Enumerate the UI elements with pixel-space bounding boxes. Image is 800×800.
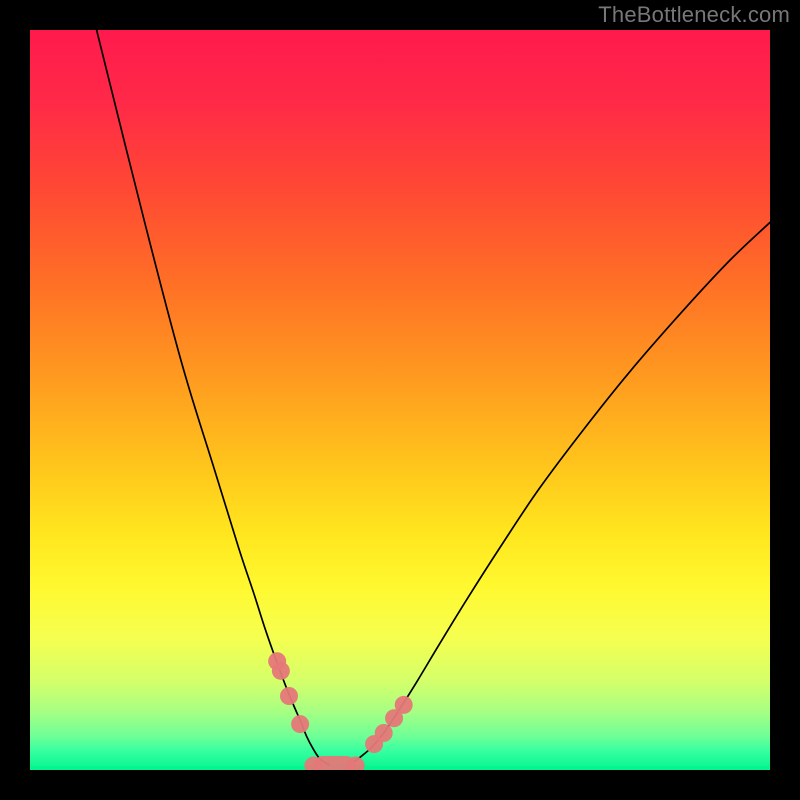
plot-area — [30, 30, 770, 770]
chart-container: TheBottleneck.com — [0, 0, 800, 800]
chart-svg — [30, 30, 770, 770]
marker-dot — [280, 687, 298, 705]
bottom-edge — [30, 766, 770, 770]
marker-dot — [375, 724, 393, 742]
watermark-text: TheBottleneck.com — [598, 2, 790, 28]
marker-dot — [395, 696, 413, 714]
marker-dot — [291, 715, 309, 733]
marker-dot — [272, 662, 290, 680]
gradient-background — [30, 30, 770, 770]
